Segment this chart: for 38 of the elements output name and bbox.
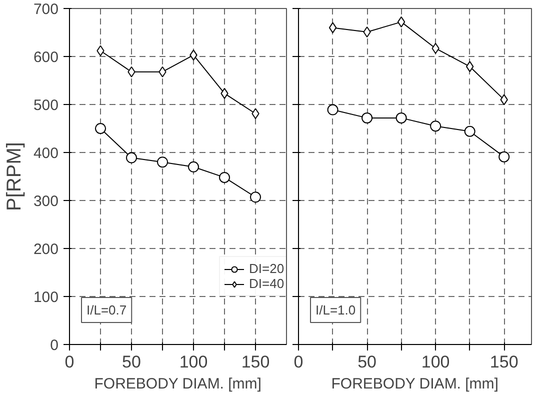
point xyxy=(219,172,230,183)
y-tick-label: 700 xyxy=(33,1,59,18)
y-tick-label: 300 xyxy=(33,193,59,210)
x-tick-label: 50 xyxy=(358,352,376,372)
x-tick-label: 150 xyxy=(241,352,270,372)
x-tick-label: 100 xyxy=(421,352,450,372)
point xyxy=(430,120,442,132)
y-tick-label: 200 xyxy=(33,241,59,258)
point xyxy=(126,152,137,164)
point xyxy=(328,22,337,34)
point xyxy=(250,192,261,203)
y-tick-label: 100 xyxy=(33,289,59,306)
point xyxy=(95,123,106,134)
point xyxy=(157,156,168,168)
x-tick-label: 0 xyxy=(64,352,74,372)
x-tick-label: 100 xyxy=(179,352,208,372)
y-tick-label: 600 xyxy=(33,49,59,66)
x-tick-label: 50 xyxy=(122,352,141,372)
legend-label: DI=20 xyxy=(249,261,284,276)
point xyxy=(498,151,510,162)
x-tick-label: 0 xyxy=(294,352,304,372)
y-tick-label: 500 xyxy=(33,97,59,114)
y-tick-label: 400 xyxy=(33,145,59,162)
x-tick-label: 150 xyxy=(490,352,518,372)
x-axis-title: FOREBODY DIAM. [mm] xyxy=(331,376,498,392)
point xyxy=(464,126,476,137)
point xyxy=(396,112,407,124)
y-axis-title: P[RPM] xyxy=(3,142,26,211)
point xyxy=(188,161,199,172)
y-tick-label: 0 xyxy=(50,337,58,354)
x-axis-title: FOREBODY DIAM. [mm] xyxy=(94,376,262,392)
point xyxy=(397,16,406,28)
legend-label: DI=40 xyxy=(249,276,284,291)
point xyxy=(466,61,474,72)
annotation: I/L=0.7 xyxy=(86,302,127,318)
point xyxy=(362,112,373,124)
point xyxy=(327,104,338,116)
annotation: I/L=1.0 xyxy=(316,302,356,318)
